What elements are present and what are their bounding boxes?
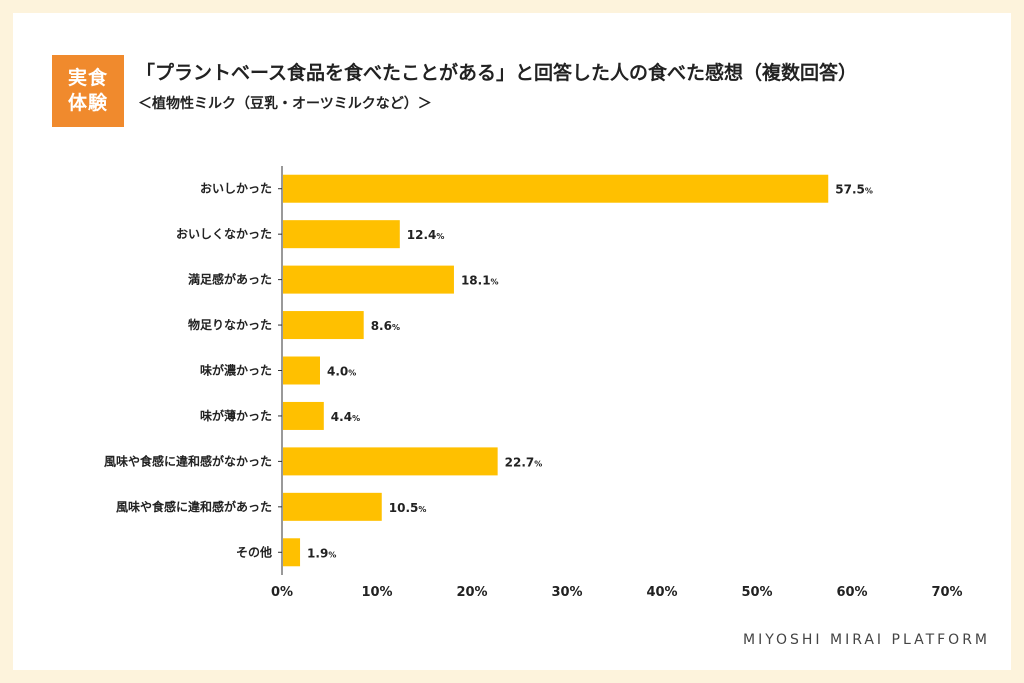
value-label: 4.4% [331, 410, 360, 424]
brand-footer: MIYOSHI MIRAI PLATFORM [742, 632, 990, 648]
value-unit: % [865, 187, 873, 196]
x-tick-label: 70% [931, 585, 962, 600]
value-unit: % [328, 550, 336, 559]
bar [283, 174, 829, 203]
x-tick-label: 40% [646, 585, 677, 600]
value-label: 10.5% [389, 501, 427, 515]
badge-line-2: 体験 [67, 92, 108, 114]
category-label: 味が濃かった [200, 363, 272, 378]
category-label: 風味や食感に違和感があった [116, 499, 272, 514]
category-label: おいしくなかった [176, 227, 272, 241]
value-label: 1.9% [307, 546, 336, 560]
x-tick-label: 60% [836, 585, 867, 600]
bar [283, 538, 301, 567]
value-label: 18.1% [461, 274, 499, 288]
chart-subtitle: ＜植物性ミルク（豆乳・オーツミルクなど）＞ [138, 96, 432, 112]
chart-card [13, 13, 1011, 670]
value-label: 12.4% [407, 228, 445, 242]
bar [283, 311, 364, 340]
value-unit: % [392, 323, 400, 332]
value-label: 8.6% [371, 319, 400, 333]
bar [283, 265, 454, 294]
badge-line-1: 実食 [67, 67, 108, 89]
value-label: 57.5% [835, 183, 873, 197]
bar [283, 492, 382, 521]
x-tick-label: 20% [456, 585, 487, 600]
value-label: 4.0% [327, 365, 356, 379]
value-unit: % [348, 369, 356, 378]
category-label: その他 [236, 544, 272, 559]
value-unit: % [418, 505, 426, 514]
x-tick-label: 50% [741, 585, 772, 600]
bar [283, 356, 320, 385]
x-tick-label: 10% [361, 585, 392, 600]
value-unit: % [534, 459, 542, 468]
value-unit: % [436, 232, 444, 241]
x-tick-label: 0% [271, 585, 293, 600]
bar [283, 447, 498, 476]
x-tick-label: 30% [551, 585, 582, 600]
value-unit: % [491, 278, 499, 287]
category-label: 物足りなかった [188, 317, 272, 332]
category-label: おいしかった [200, 182, 272, 196]
category-label: 味が薄かった [200, 408, 272, 423]
chart-title: 「プラントベース食品を食べたことがある」と回答した人の食べた感想（複数回答） [136, 62, 858, 84]
value-unit: % [352, 414, 360, 423]
bar [283, 220, 400, 249]
experience-badge: 実食 体験 [52, 55, 124, 127]
value-label: 22.7% [505, 455, 543, 469]
bar [283, 401, 324, 430]
category-label: 風味や食感に違和感がなかった [104, 453, 272, 468]
category-label: 満足感があった [188, 272, 272, 287]
